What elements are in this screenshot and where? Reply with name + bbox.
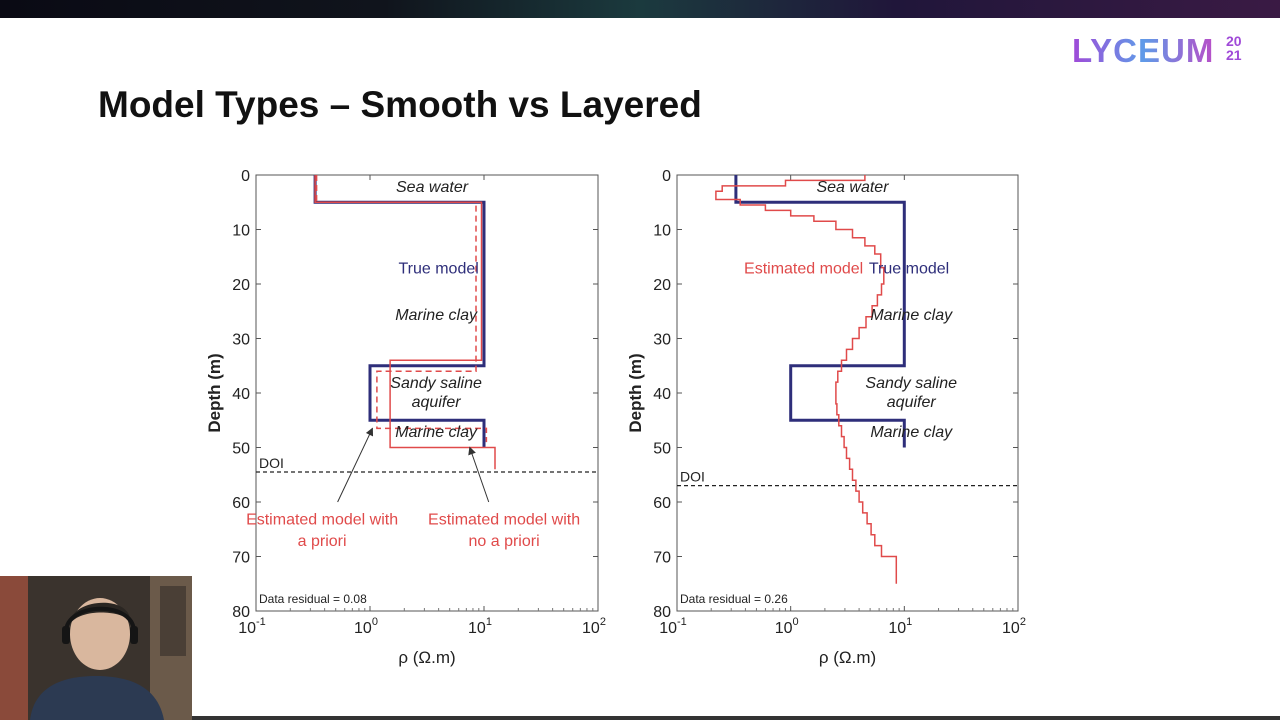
y-tick-label: 30 [653,332,671,349]
y-tick-label: 0 [241,168,250,185]
chart-annotation: Sea water [396,179,469,196]
logo-year: 20 21 [1226,34,1246,62]
x-axis-label: ρ (Ω.m) [819,648,876,667]
y-tick-label: 50 [232,441,250,458]
chart-annotation: a priori [298,533,347,550]
chart-annotation: no a priori [468,533,539,550]
doi-label: DOI [680,469,705,485]
y-tick-label: 50 [653,441,671,458]
chart-annotation: Estimated model with [428,511,580,528]
webcam-feed [0,576,192,720]
y-tick-label: 40 [653,386,671,403]
y-tick-label: 40 [232,386,250,403]
x-axis-label: ρ (Ω.m) [398,648,455,667]
x-tick-label: 10-1 [238,616,266,637]
x-tick-label: 102 [1002,616,1026,637]
chart-annotation: Sea water [816,179,889,196]
y-axis-label: Depth (m) [205,353,224,432]
y-tick-label: 20 [653,277,671,294]
y-tick-label: 70 [232,550,250,567]
logo-year-top: 20 [1226,33,1242,49]
chart-annotation: Estimated model with [246,511,398,528]
y-tick-label: 80 [232,604,250,621]
y-tick-label: 70 [653,550,671,567]
data-residual: Data residual = 0.08 [259,592,367,606]
series-line-0 [734,175,906,448]
chart-annotation: Estimated model [744,261,863,278]
chart-annotation: Marine clay [395,307,478,324]
y-axis-label: Depth (m) [626,353,645,432]
y-tick-label: 80 [653,604,671,621]
slide-title: Model Types – Smooth vs Layered [98,84,702,125]
y-tick-label: 20 [232,277,250,294]
x-tick-label: 100 [354,616,378,637]
y-tick-label: 10 [232,223,250,240]
data-residual: Data residual = 0.26 [680,592,788,606]
y-tick-label: 60 [232,495,250,512]
x-tick-label: 100 [775,616,799,637]
annotation-arrow [468,446,490,503]
presenter-image [0,576,192,720]
y-tick-label: 30 [232,332,250,349]
logo-year-bottom: 21 [1226,47,1242,63]
chart-annotation: Marine clay [870,307,953,324]
annotation-arrow [337,427,374,503]
x-tick-label: 10-1 [659,616,687,637]
chart-annotation: Marine clay [395,424,478,441]
chart-annotation: Sandy saline [865,375,957,392]
y-tick-label: 0 [662,168,671,185]
doi-label: DOI [259,455,284,471]
chart-annotation: True model [869,261,949,278]
chart-annotation: aquifer [412,394,462,411]
y-tick-label: 60 [653,495,671,512]
bottom-rule [192,716,1280,720]
logo-word: LYCEUM [1072,32,1215,69]
plot-frame [676,174,1019,612]
top-bar [0,0,1280,18]
chart-annotation: Marine clay [870,424,953,441]
x-tick-label: 101 [888,616,912,637]
plot-frame [255,174,599,612]
series-line-2 [315,175,488,443]
chart-annotation: True model [398,261,478,278]
x-tick-label: 101 [468,616,492,637]
chart-annotation: aquifer [887,394,937,411]
chart-annotation: Sandy saline [390,375,482,392]
x-tick-label: 102 [582,616,606,637]
y-tick-label: 10 [653,223,671,240]
series-line-1 [715,175,898,584]
